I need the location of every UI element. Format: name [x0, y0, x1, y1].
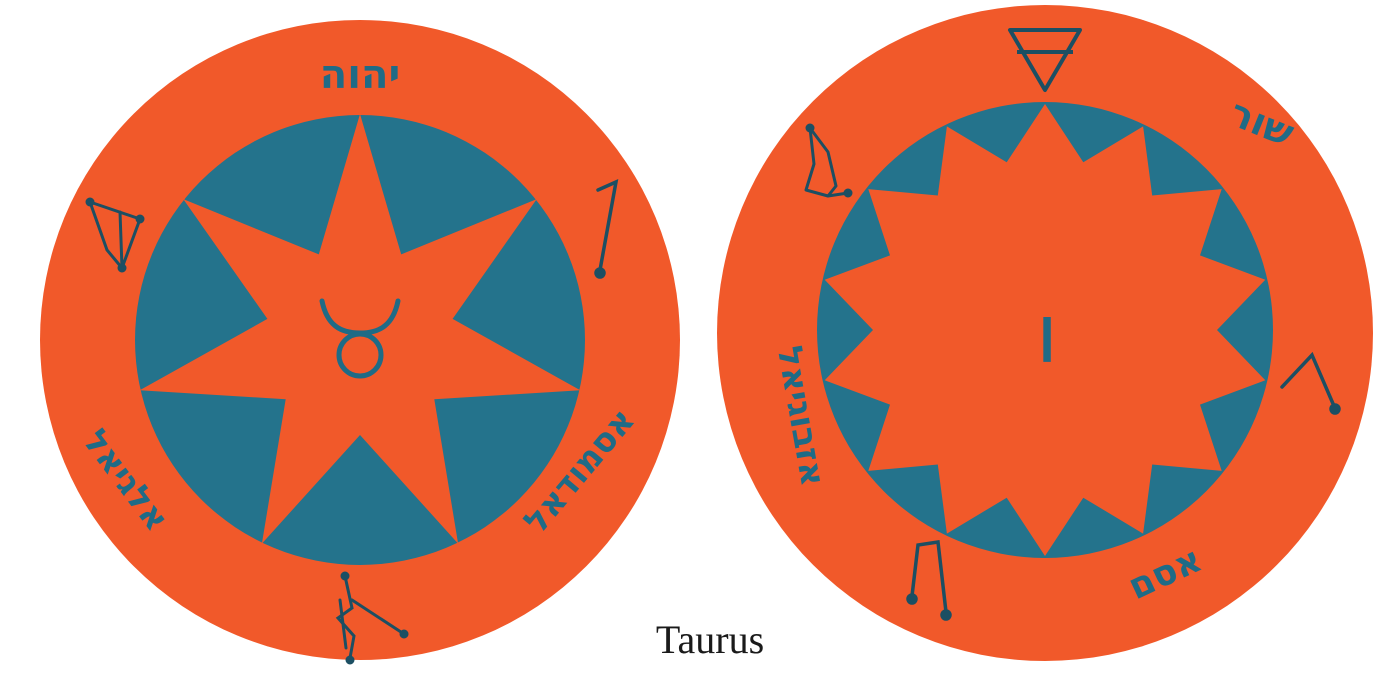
left-seal-seven-point-star: [139, 114, 581, 544]
figure-caption: Taurus: [655, 617, 765, 662]
right-sigil-icon: [1280, 351, 1341, 415]
taurus-symbol: [319, 298, 401, 379]
left-seal-top-inscription: יהוה: [320, 52, 400, 98]
earth-triangle-icon: [1008, 28, 1082, 92]
upper-left-sigil-icon: [804, 123, 853, 198]
bottom-sigil-icon: [906, 540, 952, 621]
bottom-sigil-icon: [335, 571, 409, 665]
left-seal: יהוה אלגיאל אסמודאל: [40, 20, 680, 665]
right-seal: ו שור אזבוגיאל אסם: [717, 5, 1373, 661]
right-seal-center-letter: ו: [1036, 287, 1058, 382]
right-seal-fourteen-point-star: [824, 104, 1266, 556]
right-sigil-icon: [594, 179, 619, 279]
left-sigil-icon: [85, 197, 145, 273]
